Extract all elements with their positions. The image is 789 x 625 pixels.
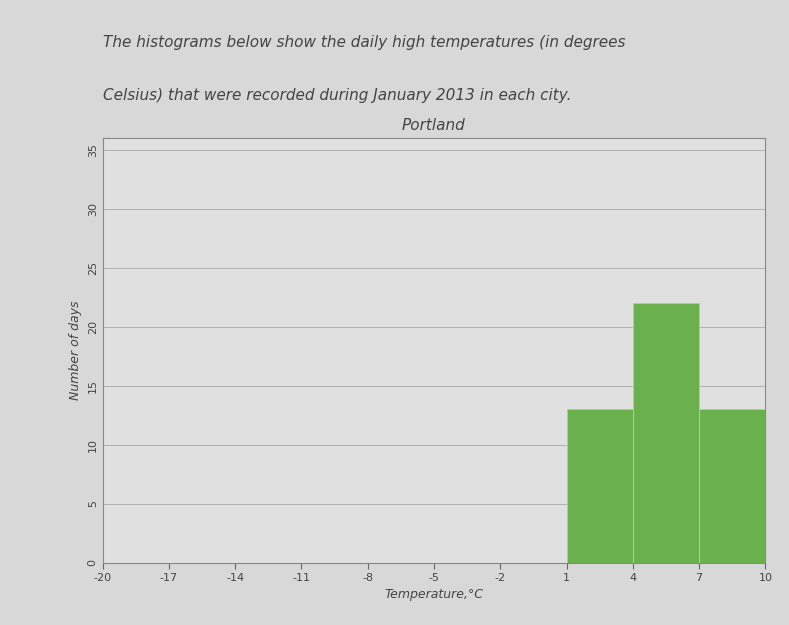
- Bar: [633, 303, 699, 562]
- Bar: [699, 409, 765, 562]
- Bar: [765, 480, 789, 562]
- Text: The histograms below show the daily high temperatures (in degrees: The histograms below show the daily high…: [103, 34, 625, 49]
- Bar: [633, 303, 699, 562]
- Text: Celsius) that were recorded during January 2013 in each city.: Celsius) that were recorded during Janua…: [103, 88, 571, 103]
- X-axis label: Temperature,°C: Temperature,°C: [384, 589, 484, 601]
- Bar: [567, 409, 633, 562]
- Bar: [699, 409, 765, 562]
- Bar: [567, 409, 633, 562]
- Bar: [765, 480, 789, 562]
- Y-axis label: Number of days: Number of days: [69, 301, 82, 400]
- Title: Portland: Portland: [402, 118, 466, 132]
